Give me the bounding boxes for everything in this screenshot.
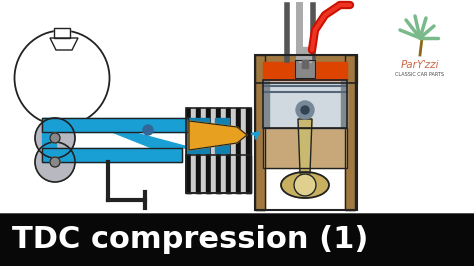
Text: CLASSIC CAR PARTS: CLASSIC CAR PARTS [395,72,445,77]
Bar [241,155,246,193]
Bar [215,118,229,153]
Circle shape [294,174,316,196]
Bar [201,155,206,193]
Bar [196,155,201,193]
Bar [255,55,357,83]
Circle shape [35,142,75,182]
Polygon shape [112,132,192,148]
Bar [216,155,221,193]
Bar [255,55,265,210]
Bar [345,55,355,210]
Bar [54,28,70,38]
Bar [54,28,70,38]
Bar [295,60,315,78]
Bar [341,80,347,128]
Circle shape [35,118,75,158]
Bar [187,118,209,153]
Bar [186,108,251,193]
Bar [211,108,216,193]
Bar [42,148,182,162]
Bar [255,55,265,210]
Bar [236,108,241,193]
Bar [191,108,196,193]
Bar [186,108,191,193]
Bar [241,108,246,193]
Bar [302,60,308,68]
Bar [263,128,347,168]
FancyBboxPatch shape [0,214,474,266]
Circle shape [301,106,309,114]
Bar [206,108,211,193]
Bar [191,155,196,193]
Bar [201,108,206,193]
Bar [345,55,355,210]
Bar [299,47,311,62]
Polygon shape [298,119,312,173]
Bar [255,55,357,210]
Bar [231,155,236,193]
Bar [221,155,226,193]
Bar [186,155,191,193]
Bar [186,155,251,193]
Bar [216,108,221,193]
Bar [255,55,357,83]
Polygon shape [189,121,247,150]
Bar [236,155,241,193]
Bar [231,108,236,193]
Circle shape [296,101,314,119]
Bar [263,62,347,80]
Bar [263,80,347,128]
Circle shape [50,133,60,143]
Bar [206,155,211,193]
Circle shape [50,157,60,167]
Bar [196,108,201,193]
Bar [263,80,269,128]
Ellipse shape [281,172,329,198]
Bar [246,155,251,193]
Polygon shape [50,38,78,50]
Bar [211,155,216,193]
Ellipse shape [15,31,109,126]
Bar [246,108,251,193]
Bar [42,118,188,132]
Bar [42,148,182,162]
Text: TDC compression (1): TDC compression (1) [12,226,368,255]
Bar [263,80,347,128]
Bar [295,60,315,78]
Bar [42,118,56,162]
Bar [226,108,231,193]
Circle shape [143,125,153,135]
Text: ParƳzzi: ParƳzzi [401,60,439,70]
Bar [221,108,226,193]
Bar [226,155,231,193]
Bar [263,128,347,168]
Bar [42,118,188,132]
